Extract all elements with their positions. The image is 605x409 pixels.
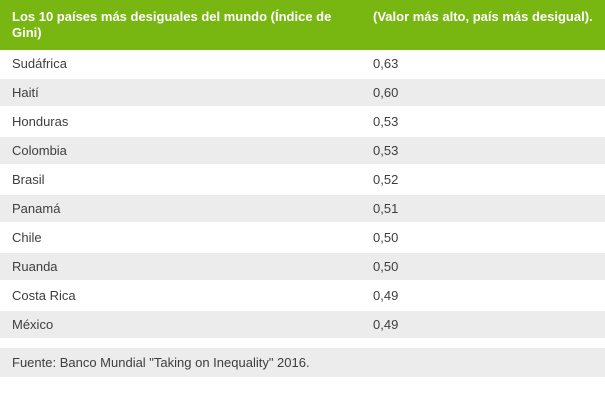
table-header-subtitle: (Valor más alto, país más desigual). xyxy=(373,9,593,24)
table-header-title: Los 10 países más desiguales del mundo (… xyxy=(12,9,332,40)
country-cell: Honduras xyxy=(12,114,69,129)
country-cell: Brasil xyxy=(12,172,45,187)
value-cell: 0,51 xyxy=(373,201,399,216)
country-cell: Colombia xyxy=(12,143,67,158)
table-row: Ruanda 0,50 xyxy=(0,253,605,282)
value-cell: 0,49 xyxy=(373,317,399,332)
table-row: Panamá 0,51 xyxy=(0,195,605,224)
country-cell: México xyxy=(12,317,54,332)
value-cell: 0,63 xyxy=(373,56,399,71)
table-row: Costa Rica 0,49 xyxy=(0,282,605,311)
value-cell: 0,53 xyxy=(373,143,399,158)
table-row: Brasil 0,52 xyxy=(0,166,605,195)
value-cell: 0,60 xyxy=(373,85,399,100)
table-row: Colombia 0,53 xyxy=(0,137,605,166)
table-row: Honduras 0,53 xyxy=(0,108,605,137)
value-cell: 0,50 xyxy=(373,230,399,245)
table-row: Haití 0,60 xyxy=(0,79,605,108)
table-row: Chile 0,50 xyxy=(0,224,605,253)
country-cell: Ruanda xyxy=(12,259,58,274)
country-cell: Panamá xyxy=(12,201,61,216)
value-cell: 0,50 xyxy=(373,259,399,274)
table-header-row: Los 10 países más desiguales del mundo (… xyxy=(0,0,605,50)
table-footer-row: Fuente: Banco Mundial "Taking on Inequal… xyxy=(0,348,605,377)
table-row: Sudáfrica 0,63 xyxy=(0,50,605,79)
country-cell: Sudáfrica xyxy=(12,56,67,71)
country-cell: Costa Rica xyxy=(12,288,76,303)
value-cell: 0,53 xyxy=(373,114,399,129)
country-cell: Chile xyxy=(12,230,42,245)
value-cell: 0,52 xyxy=(373,172,399,187)
country-cell: Haití xyxy=(12,85,39,100)
source-note: Fuente: Banco Mundial "Taking on Inequal… xyxy=(12,355,310,370)
table-row: México 0,49 xyxy=(0,311,605,340)
value-cell: 0,49 xyxy=(373,288,399,303)
